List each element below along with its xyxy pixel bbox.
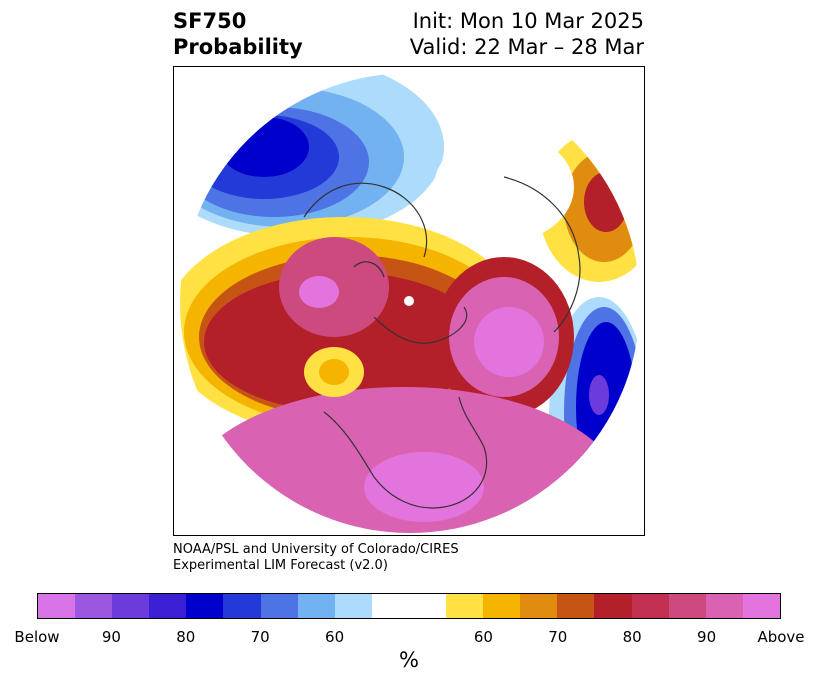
colorbar-tick-label: 90 xyxy=(101,628,121,646)
colorbar-swatch xyxy=(223,594,261,618)
above-region-asia-80 xyxy=(584,172,628,232)
colorbar-swatch xyxy=(742,594,780,618)
colorbar-swatch xyxy=(631,594,669,618)
colorbar-tick-label: 80 xyxy=(176,628,196,646)
arctic-coast xyxy=(373,306,468,344)
above-region-bering-core xyxy=(474,307,544,377)
colorbar-swatch xyxy=(705,594,743,618)
colorbar-swatch xyxy=(483,594,521,618)
colorbar-swatch xyxy=(557,594,595,618)
below-region-atlantic-90 xyxy=(219,117,309,177)
above-region-central-core xyxy=(319,359,349,385)
colorbar xyxy=(37,593,781,619)
valid-range: Valid: 22 Mar – 28 Mar xyxy=(409,35,644,59)
polar-map xyxy=(173,66,645,536)
europe-coast xyxy=(303,182,428,258)
colorbar-tick-label: 60 xyxy=(473,628,493,646)
init-date: Init: Mon 10 Mar 2025 xyxy=(412,9,644,33)
north-america-coast xyxy=(323,396,488,509)
above-region-arctic-80 xyxy=(204,272,484,412)
colorbar-swatch xyxy=(371,594,447,618)
colorbar-swatch xyxy=(75,594,113,618)
colorbar-swatch xyxy=(38,594,76,618)
colorbar-tick-label: 90 xyxy=(697,628,717,646)
colorbar-tick-label: 60 xyxy=(325,628,345,646)
north-pole-marker xyxy=(404,296,414,306)
greenland-coast xyxy=(353,261,385,278)
neutral-region-arctic xyxy=(434,132,574,242)
map-title: SF750 Probability xyxy=(173,8,303,60)
colorbar-unit: % xyxy=(399,648,419,672)
colorbar-swatch xyxy=(297,594,335,618)
colorbar-tick-label: 70 xyxy=(548,628,568,646)
colorbar-swatch xyxy=(594,594,632,618)
probability-field xyxy=(180,73,640,533)
colorbar-swatch xyxy=(186,594,224,618)
below-region-pacific-core xyxy=(589,375,609,415)
credit-line-2: Experimental LIM Forecast (v2.0) xyxy=(173,558,388,573)
credit: NOAA/PSL and University of Colorado/CIRE… xyxy=(173,542,459,574)
colorbar-swatch xyxy=(520,594,558,618)
colorbar-tick-label: Above xyxy=(757,628,805,646)
forecast-dates: Init: Mon 10 Mar 2025 Valid: 22 Mar – 28… xyxy=(410,8,644,60)
asia-coast xyxy=(503,176,581,333)
title-variable: SF750 xyxy=(173,9,247,33)
credit-line-1: NOAA/PSL and University of Colorado/CIRE… xyxy=(173,542,459,557)
colorbar-tick-label: 80 xyxy=(622,628,642,646)
colorbar-swatch xyxy=(334,594,372,618)
colorbar-swatch xyxy=(260,594,298,618)
colorbar-swatch xyxy=(149,594,187,618)
colorbar-swatch xyxy=(446,594,484,618)
colorbar-swatch xyxy=(112,594,150,618)
above-region-arctic-core xyxy=(299,276,339,308)
colorbar-tick-label: 70 xyxy=(250,628,270,646)
probability-map-svg xyxy=(180,73,640,533)
colorbar-swatch xyxy=(668,594,706,618)
title-type: Probability xyxy=(173,35,303,59)
coastlines xyxy=(303,176,581,509)
colorbar-tick-label: Below xyxy=(14,628,60,646)
